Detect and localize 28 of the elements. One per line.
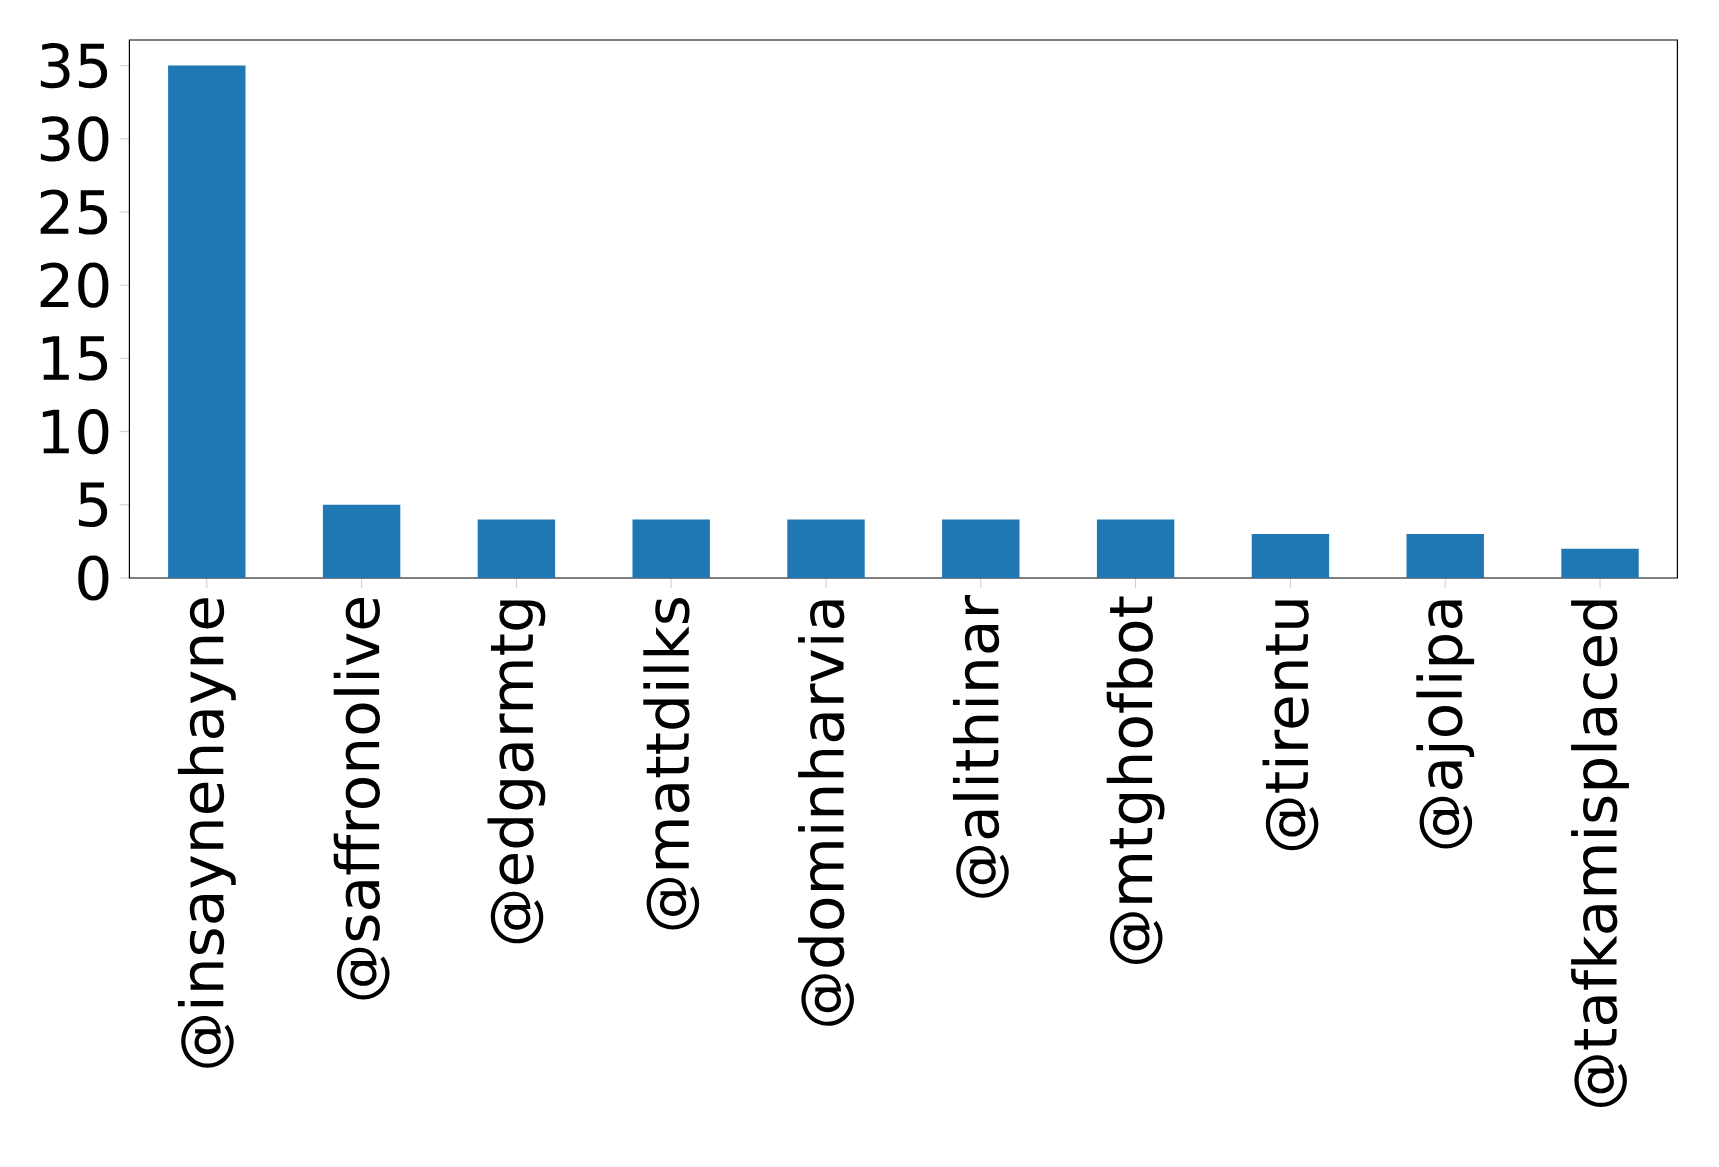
y-tick-label: 5 [78,482,108,528]
y-tick-label: 35 [40,42,108,89]
bar [322,504,401,578]
y-tick-label: 15 [42,336,108,381]
bar [477,519,556,578]
x-tick-label: @dominharvia [798,600,854,1026]
bar [1096,519,1175,578]
x-tick-label: @mtghofbot [1106,596,1165,964]
y-tick-label: 30 [40,116,109,162]
x-tick-label: @mattdilks [643,597,700,930]
bar [1406,534,1484,578]
bar [1561,548,1639,578]
y-tick-label: 10 [42,408,109,455]
x-tick-label: @ajolipa [1416,600,1475,849]
bar [168,65,246,578]
bar [787,519,865,578]
x-tick-label: @edgarmtg [487,600,546,944]
bar [1251,534,1330,578]
y-tick-label: 0 [78,555,109,601]
x-tick-label: @alithinar [952,594,1009,898]
x-tick-label: @tirentu [1262,600,1319,851]
x-tick-label: @saffronolive [333,598,390,1000]
x-tick-label: @insaynehayne [177,598,236,1068]
y-tick-label: 20 [40,262,109,308]
bar [632,519,710,578]
x-tick-label: @tafkamisplaced [1571,600,1629,1107]
y-tick-label: 25 [40,189,108,235]
bar [942,519,1020,578]
